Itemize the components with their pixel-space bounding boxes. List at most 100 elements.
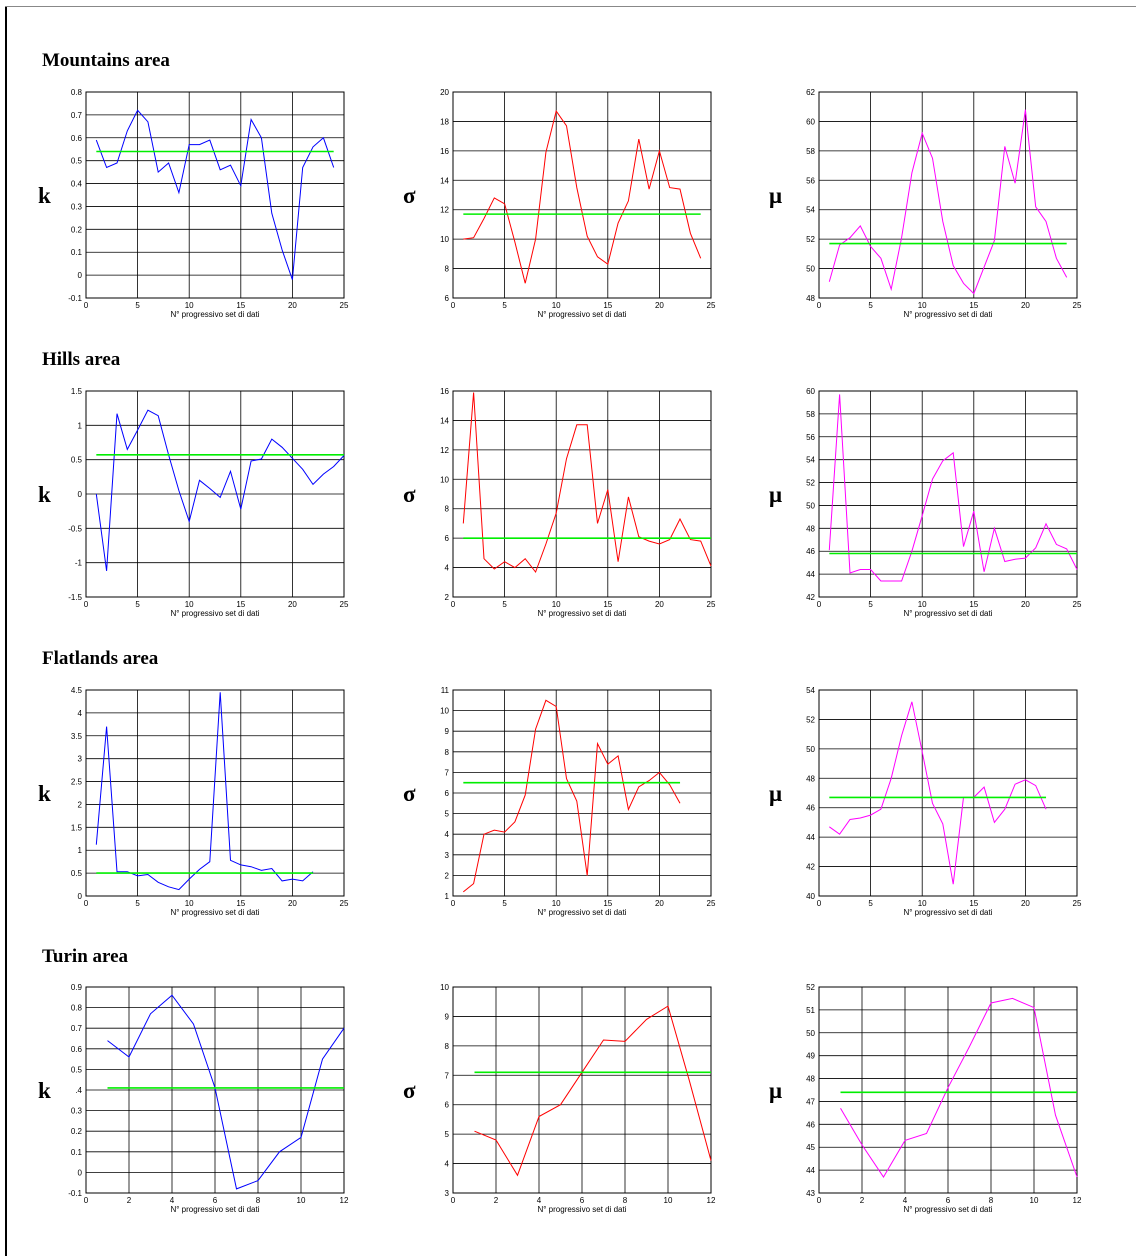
- x-tick-label: 20: [1021, 899, 1030, 908]
- x-tick-label: 10: [552, 600, 561, 609]
- x-tick-label: 8: [256, 1196, 261, 1205]
- y-tick-label: 12: [440, 446, 449, 455]
- x-tick-label: 10: [918, 899, 927, 908]
- series-line: [107, 994, 345, 1190]
- x-tick-label: 20: [288, 899, 297, 908]
- x-axis-label: N° progressivo set di dati: [903, 310, 992, 319]
- plot-frame: [85, 986, 345, 1194]
- x-axis-label: N° progressivo set di dati: [537, 609, 626, 618]
- series-line: [828, 394, 1078, 582]
- plot-frame: [452, 91, 712, 299]
- y-tick-label: 0.6: [71, 1045, 83, 1054]
- x-tick-label: 10: [185, 301, 194, 310]
- y-tick-label: 0.4: [71, 180, 83, 189]
- y-tick-label: 0: [78, 271, 83, 280]
- y-tick-label: 9: [445, 727, 450, 736]
- y-tick-label: 7: [445, 1071, 450, 1080]
- plot-frame: [818, 689, 1078, 897]
- parameter-symbol: σ: [403, 482, 416, 507]
- x-tick-label: 20: [655, 899, 664, 908]
- y-tick-label: 6: [445, 534, 450, 543]
- y-tick-label: 46: [806, 804, 815, 813]
- y-tick-label: 0.7: [71, 1024, 83, 1033]
- chart-0-1: 0 5 10 15 20 25 6 8 10 12 14 16 18 20 N° progressivo s…: [403, 88, 716, 319]
- y-tick-label: 0.3: [71, 1107, 83, 1116]
- y-tick-label: 8: [445, 265, 450, 274]
- y-tick-label: 10: [440, 983, 449, 992]
- y-tick-label: 51: [806, 1006, 815, 1015]
- x-tick-label: 10: [185, 899, 194, 908]
- x-tick-label: 25: [340, 600, 349, 609]
- y-tick-label: 42: [806, 863, 815, 872]
- page-frame-left: [5, 6, 7, 1256]
- x-tick-label: 4: [170, 1196, 175, 1205]
- y-tick-label: 48: [806, 774, 815, 783]
- x-tick-label: 0: [84, 899, 89, 908]
- y-tick-label: 4: [445, 830, 450, 839]
- x-tick-label: 5: [502, 301, 507, 310]
- y-tick-label: 10: [440, 707, 449, 716]
- plot-frame: [818, 986, 1078, 1194]
- y-tick-label: 0.8: [71, 88, 83, 97]
- x-tick-label: 0: [84, 301, 89, 310]
- y-tick-label: 0: [78, 892, 83, 901]
- plot-frame: [452, 390, 712, 598]
- y-tick-label: 50: [806, 1029, 815, 1038]
- y-tick-label: 6: [445, 789, 450, 798]
- x-tick-label: 10: [918, 301, 927, 310]
- x-tick-label: 10: [185, 600, 194, 609]
- x-tick-label: 12: [340, 1196, 349, 1205]
- x-axis-label: N° progressivo set di dati: [903, 908, 992, 917]
- parameter-symbol: μ: [769, 1078, 782, 1103]
- x-tick-label: 15: [969, 600, 978, 609]
- x-tick-label: 4: [537, 1196, 542, 1205]
- y-tick-label: 2: [445, 593, 450, 602]
- y-tick-label: 4: [445, 1160, 450, 1169]
- x-tick-label: 0: [817, 301, 822, 310]
- x-tick-label: 25: [707, 301, 716, 310]
- x-tick-label: 0: [451, 1196, 456, 1205]
- x-tick-label: 20: [288, 600, 297, 609]
- y-tick-label: 6: [445, 294, 450, 303]
- x-tick-label: 15: [603, 600, 612, 609]
- y-tick-label: 0.2: [71, 1127, 83, 1136]
- y-tick-label: 43: [806, 1189, 815, 1198]
- y-tick-label: 2: [78, 800, 83, 809]
- series-line: [95, 692, 314, 891]
- y-tick-label: 46: [806, 547, 815, 556]
- y-tick-label: 3: [78, 755, 83, 764]
- y-tick-label: 2.5: [71, 778, 83, 787]
- x-tick-label: 10: [552, 899, 561, 908]
- y-tick-label: 16: [440, 387, 449, 396]
- x-tick-label: 25: [1073, 301, 1082, 310]
- x-tick-label: 15: [603, 301, 612, 310]
- y-tick-label: 3.5: [71, 732, 83, 741]
- y-tick-label: 8: [445, 505, 450, 514]
- section-title-hills: Hills area: [42, 349, 121, 370]
- y-tick-label: 0: [78, 1168, 83, 1177]
- y-tick-label: 54: [806, 686, 815, 695]
- x-tick-label: 15: [236, 301, 245, 310]
- y-tick-label: 60: [806, 117, 815, 126]
- x-tick-label: 25: [707, 600, 716, 609]
- x-tick-label: 5: [135, 899, 140, 908]
- plot-frame: [818, 91, 1078, 299]
- series-line: [95, 109, 335, 280]
- x-tick-label: 0: [451, 301, 456, 310]
- parameter-symbol: k: [38, 482, 51, 507]
- y-tick-label: 47: [806, 1097, 815, 1106]
- y-tick-label: 1.5: [71, 823, 83, 832]
- x-tick-label: 2: [860, 1196, 865, 1205]
- y-tick-label: 0.7: [71, 111, 83, 120]
- y-tick-label: 20: [440, 88, 449, 97]
- y-tick-label: 0.6: [71, 134, 83, 143]
- y-tick-label: 4: [445, 564, 450, 573]
- x-tick-label: 6: [213, 1196, 218, 1205]
- y-tick-label: -0.1: [68, 294, 82, 303]
- section-title-mountains: Mountains area: [42, 50, 170, 71]
- plot-frame: [85, 91, 345, 299]
- x-tick-label: 4: [903, 1196, 908, 1205]
- x-tick-label: 10: [297, 1196, 306, 1205]
- x-tick-label: 25: [340, 301, 349, 310]
